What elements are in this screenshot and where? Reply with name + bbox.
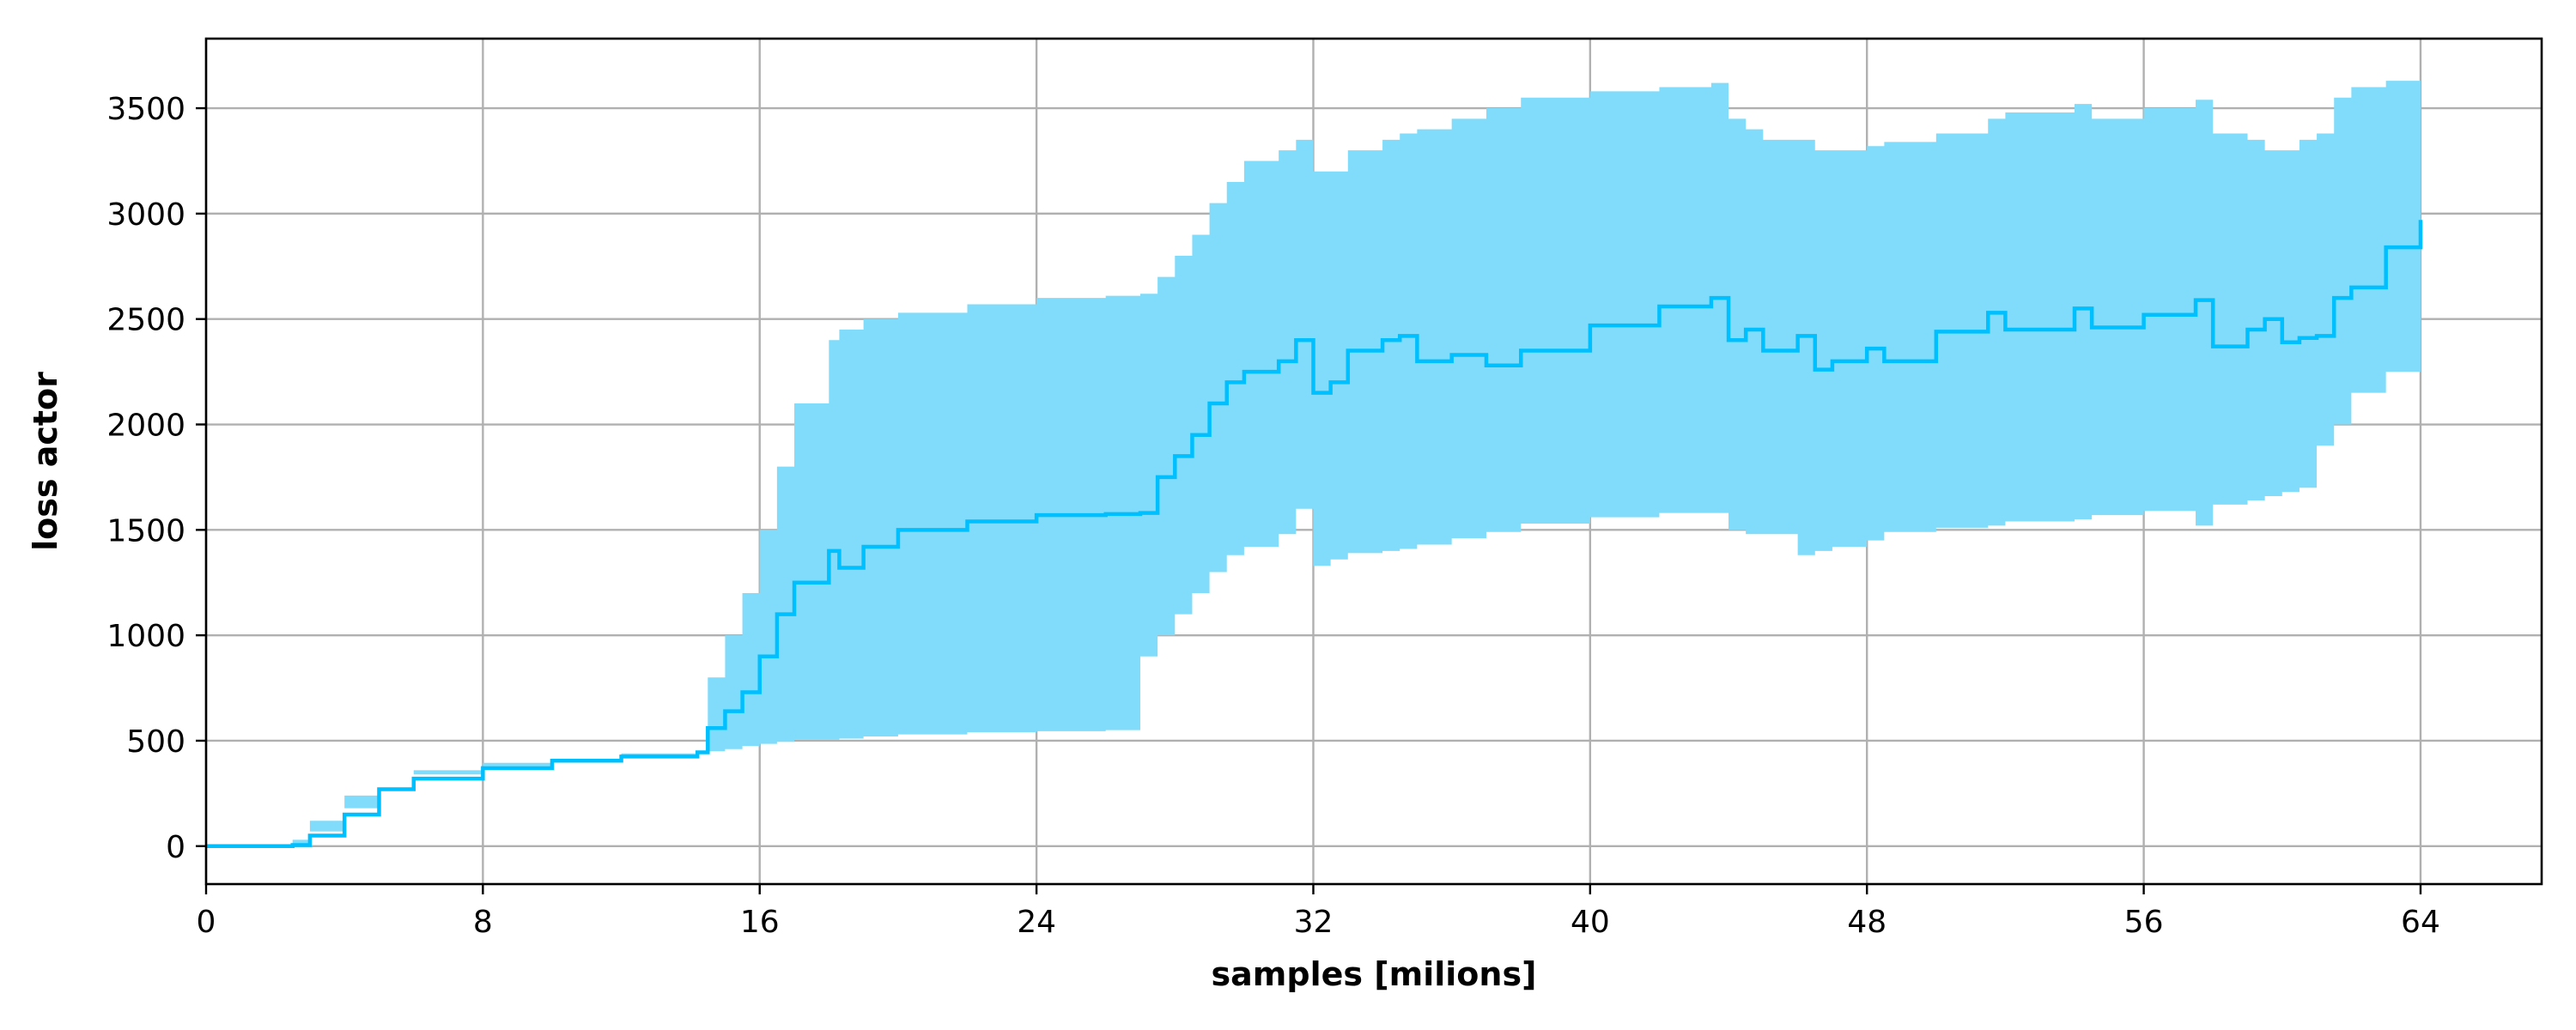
plot-frame <box>204 37 2543 886</box>
y-tick-label: 500 <box>126 724 185 760</box>
y-tick-label: 1500 <box>106 513 185 548</box>
band-layer <box>206 76 2421 846</box>
x-tick-label: 48 <box>1847 905 1886 940</box>
y-tick-label: 2500 <box>106 303 185 338</box>
x-tick-label: 0 <box>197 905 216 940</box>
x-tick-label: 16 <box>740 905 780 940</box>
y-tick-label: 3500 <box>106 92 185 127</box>
mean-line <box>206 220 2423 849</box>
x-tick-label: 32 <box>1294 905 1334 940</box>
y-tick-label: 1000 <box>106 619 185 654</box>
x-axis-title: samples [milions] <box>1212 955 1537 993</box>
x-tick-label: 8 <box>473 905 493 940</box>
y-tick-label: 2000 <box>106 409 185 444</box>
y-axis-title: loss actor <box>27 372 64 551</box>
x-tick-label: 56 <box>2124 905 2164 940</box>
x-tick-label: 40 <box>1571 905 1610 940</box>
confidence-band <box>206 76 2421 846</box>
ticks: 0 8 16 24 32 40 48 56 64 0 500 1000 1500 2000 2500 3000… <box>106 92 2439 940</box>
x-tick-label: 64 <box>2401 905 2440 940</box>
line-layer <box>206 220 2423 849</box>
x-tick-label: 24 <box>1017 905 1056 940</box>
y-tick-label: 0 <box>166 830 185 865</box>
y-tick-label: 3000 <box>106 197 185 233</box>
